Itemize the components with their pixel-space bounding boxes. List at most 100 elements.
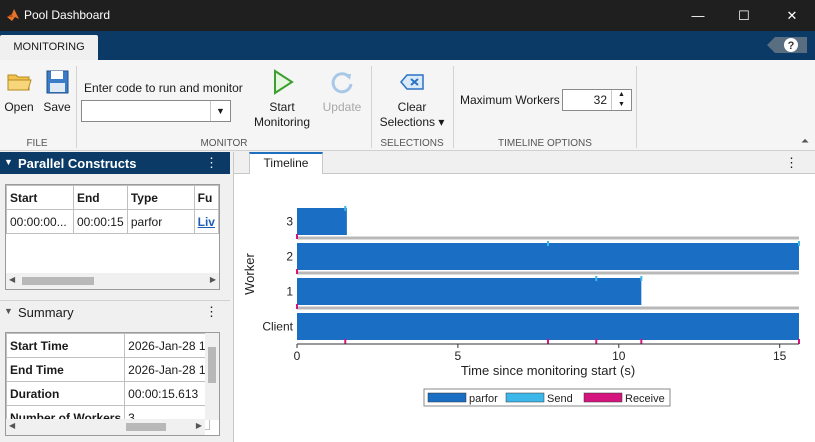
start-monitoring-button[interactable]: Start Monitoring <box>248 68 316 130</box>
collapse-triangle-icon[interactable]: ▼ <box>4 157 13 167</box>
code-input[interactable]: ▼ <box>81 100 231 122</box>
update-label: Update <box>322 100 362 114</box>
send-event-mark <box>344 206 347 211</box>
summary-row: End Time 2026-Jan-28 1 <box>6 357 210 382</box>
column-header[interactable]: End <box>72 185 128 210</box>
update-button[interactable]: Update <box>320 68 364 115</box>
column-header[interactable]: Type <box>126 185 195 210</box>
summary-value: 2026-Jan-28 1 <box>124 333 210 358</box>
summary-value: 2026-Jan-28 1 <box>124 357 210 382</box>
max-workers-value[interactable]: 32 <box>593 93 607 107</box>
section-divider <box>76 66 77 148</box>
summary-label: Start Time <box>6 333 126 358</box>
send-event-mark <box>640 276 643 281</box>
scroll-thumb[interactable] <box>126 423 166 431</box>
help-button[interactable]: ? <box>767 35 807 55</box>
summary-row: Start Time 2026-Jan-28 1 <box>6 333 210 358</box>
table-header-row: Start End Type Fu <box>6 185 219 210</box>
minimize-button[interactable]: — <box>691 8 705 23</box>
tab-monitoring[interactable]: MONITORING <box>0 35 98 60</box>
send-event-mark <box>547 241 549 246</box>
scroll-left-icon[interactable]: ◀ <box>9 275 16 284</box>
timeline-chart[interactable]: 0 5 10 15 3 2 1 Client Time since monitoring sta… <box>234 174 814 440</box>
toolstrip: Open Save FILE Enter code to run and mon… <box>0 60 815 151</box>
scroll-thumb[interactable] <box>208 347 216 383</box>
table-row[interactable]: 00:00:00... 00:00:15 parfor Liv <box>6 209 219 234</box>
panel-menu-icon[interactable]: ⋮ <box>785 155 798 170</box>
parallel-constructs-table: Start End Type Fu 00:00:00... 00:00:15 p… <box>5 184 220 290</box>
parfor-bar <box>297 313 799 340</box>
summary-label: Duration <box>6 381 126 406</box>
x-tick-label: 0 <box>294 349 301 363</box>
scroll-thumb[interactable] <box>22 277 94 285</box>
open-button[interactable]: Open <box>2 68 36 115</box>
parfor-bar <box>297 208 347 235</box>
receive-event-mark <box>547 339 549 344</box>
summary-title: Summary <box>18 305 74 320</box>
max-workers-spinner[interactable]: 32 ▲ ▼ <box>562 89 632 111</box>
x-axis-label: Time since monitoring start (s) <box>461 363 635 378</box>
title-bar: Pool Dashboard — ☐ ✕ <box>0 0 815 31</box>
chevron-down-icon[interactable]: ▼ <box>210 101 230 121</box>
save-button[interactable]: Save <box>40 68 74 115</box>
table-cell: 00:00:00... <box>6 209 74 234</box>
receive-event-mark <box>344 339 347 344</box>
clear-label-line1: Clear <box>397 100 427 114</box>
column-header[interactable]: Fu <box>193 185 219 210</box>
save-disk-icon <box>46 70 69 94</box>
panel-menu-icon[interactable]: ⋮ <box>205 155 218 170</box>
clear-selections-button[interactable]: Clear Selections ▾ <box>376 68 448 130</box>
legend-swatch <box>427 392 467 403</box>
toolstrip-tab-bar: MONITORING ? <box>0 31 815 60</box>
refresh-icon <box>331 72 353 94</box>
spinner-buttons: ▲ ▼ <box>611 90 631 110</box>
code-input-label: Enter code to run and monitor <box>84 81 243 95</box>
column-header[interactable]: Start <box>6 185 74 210</box>
vertical-scrollbar[interactable] <box>205 333 219 420</box>
x-tick-label: 15 <box>773 349 787 363</box>
scroll-left-icon[interactable]: ◀ <box>9 421 16 430</box>
max-workers-label: Maximum Workers <box>460 93 560 107</box>
left-panel: ▼ Parallel Constructs ⋮ Start End Type F… <box>0 152 230 442</box>
open-folder-icon <box>7 74 32 91</box>
parallel-constructs-header[interactable]: ▼ Parallel Constructs ⋮ <box>0 152 230 174</box>
summary-row: Duration 00:00:15.613 <box>6 381 210 406</box>
section-divider <box>453 66 454 148</box>
help-icon: ? <box>788 40 795 52</box>
table-cell: 00:00:15 <box>72 209 128 234</box>
clear-selection-icon <box>400 74 424 90</box>
collapse-toolstrip-icon[interactable]: ⏶ <box>801 136 809 147</box>
save-label: Save <box>43 100 71 114</box>
summary-header[interactable]: ▼ Summary ⋮ <box>0 300 230 322</box>
legend-swatch <box>583 392 623 403</box>
close-button[interactable]: ✕ <box>786 8 798 23</box>
legend-swatch <box>505 392 545 403</box>
y-tick-label: 2 <box>286 250 293 264</box>
receive-event-mark <box>595 339 598 344</box>
spin-down-icon[interactable]: ▼ <box>618 101 625 108</box>
collapse-triangle-icon[interactable]: ▼ <box>4 306 13 316</box>
file-section-label: FILE <box>26 138 48 149</box>
live-link[interactable]: Liv <box>193 209 219 234</box>
legend-label: Send <box>547 393 573 405</box>
panel-menu-icon[interactable]: ⋮ <box>205 304 218 319</box>
y-tick-label: 3 <box>286 215 293 229</box>
timeline-tab-bar: Timeline ⋮ <box>234 152 815 174</box>
spin-up-icon[interactable]: ▲ <box>618 91 625 98</box>
section-divider <box>371 66 372 148</box>
scroll-right-icon[interactable]: ▶ <box>209 275 216 284</box>
summary-table: Start Time 2026-Jan-28 1 End Time 2026-J… <box>5 332 220 436</box>
open-label: Open <box>4 100 34 114</box>
summary-label: End Time <box>6 357 126 382</box>
receive-event-mark <box>296 234 298 239</box>
parallel-constructs-title: Parallel Constructs <box>18 156 137 171</box>
tab-timeline[interactable]: Timeline <box>249 152 323 174</box>
window-title: Pool Dashboard <box>24 8 111 22</box>
parfor-bar <box>297 243 799 270</box>
scroll-right-icon[interactable]: ▶ <box>195 421 202 430</box>
horizontal-scrollbar[interactable]: ◀ ▶ <box>6 419 205 435</box>
receive-event-mark <box>640 339 643 344</box>
maximize-button[interactable]: ☐ <box>738 8 750 23</box>
horizontal-scrollbar[interactable]: ◀ ▶ <box>6 273 219 289</box>
